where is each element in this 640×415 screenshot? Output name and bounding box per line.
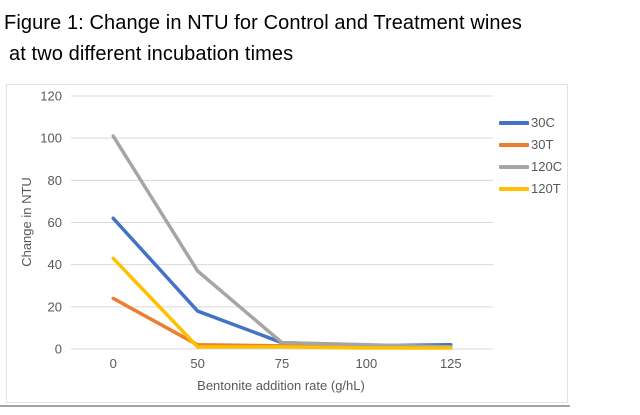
figure-caption-line-1: Figure 1: Change in NTU for Control and …	[4, 12, 522, 34]
series-line-30T	[111, 296, 453, 349]
chart-legend: 30C 30T 120C 120T	[499, 115, 563, 196]
x-tick-label-0: 0	[110, 356, 117, 371]
legend-item-30C: 30C	[499, 115, 562, 130]
figure-caption-line-2: at two different incubation times	[9, 43, 294, 65]
figure-caption: Figure 1: Change in NTU for Control and …	[4, 8, 636, 70]
series-lines	[111, 134, 453, 350]
horizontal-rule	[0, 405, 570, 407]
x-axis-title: Bentonite addition rate (g/hL)	[197, 378, 365, 393]
legend-label-120T: 120T	[531, 181, 561, 196]
y-tick-label-120: 120	[40, 89, 62, 104]
y-axis-tick-labels: 0 20 40 60 80 100 120	[40, 89, 62, 357]
legend-label-120C: 120C	[531, 159, 563, 174]
y-tick-label-20: 20	[48, 299, 62, 314]
legend-item-120C: 120C	[499, 159, 563, 174]
chart-frame[interactable]: 0 20 40 60 80 100 120 0 50 75 100 125 Change in NT…	[6, 84, 568, 403]
x-tick-label-50: 50	[190, 356, 204, 371]
y-tick-label-60: 60	[48, 215, 62, 230]
y-tick-label-0: 0	[55, 342, 62, 357]
legend-line-swatch-30T	[499, 142, 529, 147]
y-tick-label-80: 80	[48, 173, 62, 188]
y-tick-label-40: 40	[48, 257, 62, 272]
legend-line-swatch-120T	[499, 186, 529, 191]
legend-item-30T: 30T	[499, 137, 562, 152]
series-line-120C	[111, 134, 453, 349]
y-axis-title: Change in NTU	[19, 177, 34, 267]
legend-line-swatch-120C	[499, 164, 529, 169]
x-tick-label-100: 100	[356, 356, 378, 371]
y-tick-label-100: 100	[40, 131, 62, 146]
x-axis-tick-labels: 0 50 75 100 125	[110, 356, 462, 371]
legend-label-30C: 30C	[531, 115, 555, 130]
series-line-120T	[111, 256, 453, 350]
x-tick-label-75: 75	[275, 356, 289, 371]
legend-label-30T: 30T	[531, 137, 554, 152]
legend-line-swatch-30C	[499, 120, 529, 125]
x-tick-label-125: 125	[440, 356, 462, 371]
line-chart: 0 20 40 60 80 100 120 0 50 75 100 125 Change in NT…	[19, 89, 493, 393]
legend-item-120T: 120T	[499, 181, 562, 196]
